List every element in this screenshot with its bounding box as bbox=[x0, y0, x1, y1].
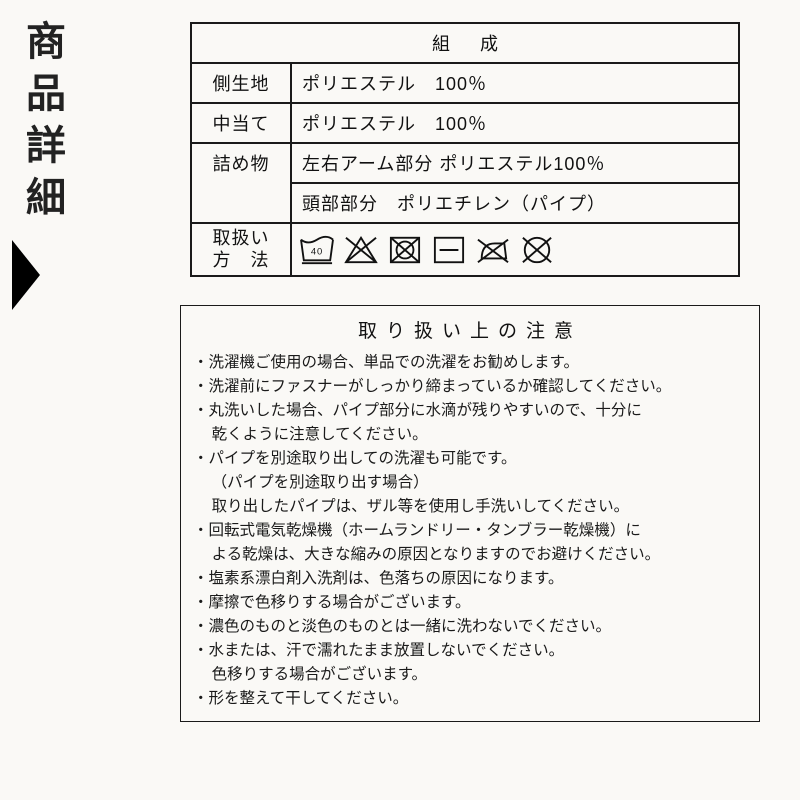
no-tumble-dry-icon bbox=[386, 234, 424, 266]
row-label: 側生地 bbox=[191, 63, 291, 103]
table-row: 詰め物 左右アーム部分 ポリエステル100％ bbox=[191, 143, 739, 183]
care-row: 取扱い 方 法 40 bbox=[191, 223, 739, 276]
caution-subline: 乾くように注意してください。 bbox=[193, 423, 747, 447]
dry-flat-icon bbox=[430, 234, 468, 266]
side-title-wrap: 商品詳細 bbox=[22, 20, 112, 228]
filling-value-1: 左右アーム部分 ポリエステル100％ bbox=[291, 143, 739, 183]
filling-label: 詰め物 bbox=[191, 143, 291, 223]
caution-item: パイプを別途取り出しての洗濯も可能です。 bbox=[193, 447, 747, 471]
care-icons-row: 40 bbox=[298, 234, 732, 266]
table-row: 側生地 ポリエステル 100％ bbox=[191, 63, 739, 103]
composition-header: 組成 bbox=[191, 23, 739, 63]
caution-item: 回転式電気乾燥機（ホームランドリー・タンブラー乾燥機）に bbox=[193, 519, 747, 543]
caution-item: 洗濯機ご使用の場合、単品での洗濯をお勧めします。 bbox=[193, 351, 747, 375]
caution-item: 塩素系漂白剤入洗剤は、色落ちの原因になります。 bbox=[193, 567, 747, 591]
composition-table: 組成 側生地 ポリエステル 100％ 中当て ポリエステル 100％ 詰め物 左… bbox=[190, 22, 740, 277]
caution-item: 水または、汗で濡れたまま放置しないでください。 bbox=[193, 639, 747, 663]
caution-list: 洗濯機ご使用の場合、単品での洗濯をお勧めします。洗濯前にファスナーがしっかり締ま… bbox=[193, 351, 747, 711]
caution-title: 取り扱い上の注意 bbox=[193, 312, 747, 351]
caution-item: 濃色のものと淡色のものとは一緒に洗わないでください。 bbox=[193, 615, 747, 639]
caution-subline: （パイプを別途取り出す場合） bbox=[193, 471, 747, 495]
caution-item: 洗濯前にファスナーがしっかり締まっているか確認してください。 bbox=[193, 375, 747, 399]
care-label-line2: 方 法 bbox=[213, 250, 270, 270]
content-area: 組成 側生地 ポリエステル 100％ 中当て ポリエステル 100％ 詰め物 左… bbox=[180, 22, 770, 722]
svg-text:40: 40 bbox=[311, 245, 323, 256]
caution-box: 取り扱い上の注意 洗濯機ご使用の場合、単品での洗濯をお勧めします。洗濯前にファス… bbox=[180, 305, 760, 722]
wash-40-icon: 40 bbox=[298, 234, 336, 266]
side-title: 商品詳細 bbox=[22, 20, 62, 228]
no-dryclean-icon bbox=[518, 234, 556, 266]
caution-subline: よる乾燥は、大きな縮みの原因となりますのでお避けください。 bbox=[193, 543, 747, 567]
filling-value-2: 頭部部分 ポリエチレン（パイプ） bbox=[291, 183, 739, 223]
pointer-arrow-icon bbox=[12, 240, 40, 310]
care-icons-cell: 40 bbox=[291, 223, 739, 276]
table-row: 中当て ポリエステル 100％ bbox=[191, 103, 739, 143]
row-value: ポリエステル 100％ bbox=[291, 103, 739, 143]
care-label: 取扱い 方 法 bbox=[191, 223, 291, 276]
row-label: 中当て bbox=[191, 103, 291, 143]
no-iron-icon bbox=[474, 234, 512, 266]
caution-item: 摩擦で色移りする場合がございます。 bbox=[193, 591, 747, 615]
no-bleach-icon bbox=[342, 234, 380, 266]
care-label-line1: 取扱い bbox=[213, 228, 270, 248]
caution-subline: 取り出したパイプは、ザル等を使用し手洗いしてください。 bbox=[193, 495, 747, 519]
caution-item: 丸洗いした場合、パイプ部分に水滴が残りやすいので、十分に bbox=[193, 399, 747, 423]
caution-subline: 色移りする場合がございます。 bbox=[193, 663, 747, 687]
row-value: ポリエステル 100％ bbox=[291, 63, 739, 103]
caution-item: 形を整えて干してください。 bbox=[193, 687, 747, 711]
